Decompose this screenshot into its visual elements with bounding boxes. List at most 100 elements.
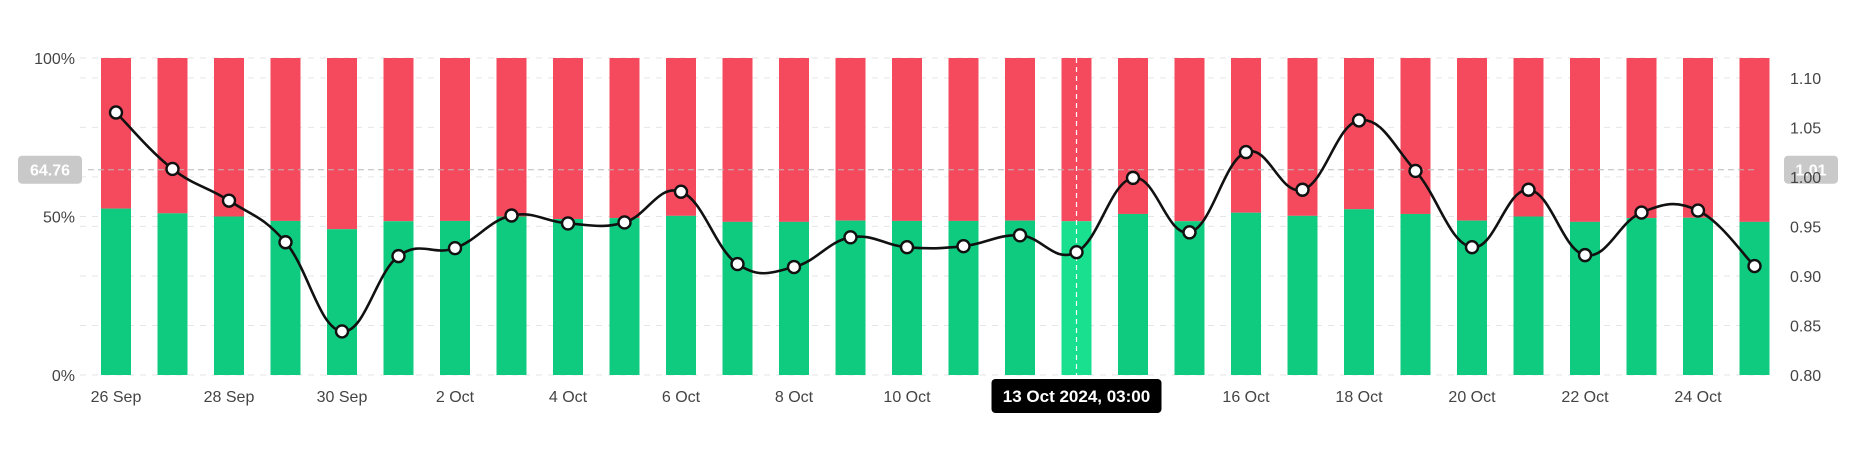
ratio-point[interactable] [221,193,237,208]
long-bar[interactable] [1005,220,1035,375]
ratio-point[interactable] [391,248,406,264]
x-axis-tick-label: 10 Oct [883,389,931,406]
left-crosshair-value: 64.76 [30,163,70,180]
ratio-point[interactable] [843,230,858,245]
long-bar[interactable] [157,213,188,375]
ratio-point[interactable] [1012,228,1028,243]
ratio-line-group [108,105,1762,339]
long-bar[interactable] [1287,215,1318,375]
ratio-point[interactable] [447,240,463,256]
ratio-point[interactable] [1577,247,1593,263]
short-bar[interactable] [609,58,640,219]
ratio-point[interactable] [1182,225,1197,240]
ratio-point[interactable] [673,184,689,199]
short-bar[interactable] [101,58,131,209]
long-bar[interactable] [835,220,866,375]
long-bar[interactable] [496,216,527,376]
short-bar[interactable] [1231,58,1261,213]
long-bar[interactable] [1739,221,1770,375]
long-bar[interactable] [1570,221,1600,375]
short-bar[interactable] [1344,58,1374,210]
short-bar[interactable] [496,58,527,217]
x-axis-tick-label: 22 Oct [1561,389,1609,406]
left-crosshair-badge [18,155,82,184]
short-bar[interactable] [1118,58,1148,214]
right-axis-tick-label: 1.05 [1790,120,1821,137]
short-bar[interactable] [722,58,753,222]
short-bar[interactable] [1174,58,1205,222]
long-bar[interactable] [1118,213,1148,375]
x-axis-tick-label: 20 Oct [1448,389,1496,406]
ratio-point[interactable] [108,105,124,120]
long-bar[interactable] [383,221,414,375]
long-bar[interactable] [609,218,640,375]
axes-group: 0% 50% 100% 0.80 0.85 0.90 0.95 1.00 1.05 1.10 26 … [34,51,1821,406]
ratio-point[interactable] [617,215,632,230]
short-bar[interactable] [1457,58,1487,221]
short-bar[interactable] [553,58,583,220]
ratio-point[interactable] [1069,244,1084,260]
long-bar[interactable] [666,215,696,375]
long-bar[interactable] [1344,209,1374,375]
short-bar[interactable] [1400,58,1431,214]
ratio-point[interactable] [786,259,802,275]
ratio-point[interactable] [165,161,180,177]
short-bar[interactable] [835,58,866,221]
short-bar[interactable] [383,58,414,222]
short-bar[interactable] [1570,58,1600,222]
ratio-point[interactable] [1351,113,1367,128]
long-bar[interactable] [1400,213,1431,375]
ratio-point[interactable] [1295,182,1310,197]
long-bar[interactable] [1626,218,1657,375]
ratio-point[interactable] [956,239,971,254]
short-bar[interactable] [440,58,470,221]
ratio-point[interactable] [1408,163,1423,179]
tooltip-group: 13 Oct 2024, 03:00 [991,379,1162,413]
short-bar[interactable] [1739,58,1770,222]
short-bar[interactable] [214,58,244,217]
right-axis-tick-label: 0.85 [1790,318,1821,335]
left-axis-tick-label: 0% [52,368,75,385]
ratio-point[interactable] [560,216,576,231]
left-axis-tick-label: 100% [34,51,75,68]
long-bar[interactable] [214,216,244,376]
ratio-point[interactable] [504,208,519,223]
x-axis-tick-label: 4 Oct [549,389,588,406]
short-bar[interactable] [1683,58,1713,218]
ratio-point[interactable] [1125,170,1141,186]
ratio-point[interactable] [278,235,293,250]
right-axis-tick-label: 0.80 [1790,368,1821,385]
ratio-point[interactable] [730,256,745,272]
right-crosshair-value: 1.01 [1795,163,1826,180]
long-bar[interactable] [722,221,753,375]
short-bar[interactable] [327,58,357,230]
ratio-point[interactable] [1521,182,1536,197]
right-crosshair-badge [1784,155,1838,184]
long-bar[interactable] [1231,212,1261,375]
long-bar[interactable] [553,219,583,375]
ratio-point[interactable] [1690,203,1706,218]
ratio-point[interactable] [1464,240,1480,255]
long-bar[interactable] [1683,217,1713,375]
short-bar[interactable] [948,58,979,221]
long-bar[interactable] [101,208,131,375]
grid-lines [80,57,1770,376]
ratio-point[interactable] [899,240,915,255]
short-bar[interactable] [892,58,922,221]
short-bar[interactable] [1626,58,1657,219]
crosshair-date-text: 13 Oct 2024, 03:00 [1003,387,1150,406]
ratio-point[interactable] [1747,258,1762,274]
ratio-point[interactable] [334,324,350,339]
long-bar[interactable] [779,221,809,375]
long-bar[interactable] [1174,221,1205,375]
short-bar[interactable] [1005,58,1035,221]
short-bar[interactable] [779,58,809,222]
short-bar[interactable] [157,58,188,214]
ratio-point[interactable] [1238,144,1254,160]
long-bar[interactable] [1513,216,1544,376]
x-axis-tick-label: 8 Oct [775,389,814,406]
short-bar[interactable] [270,58,301,221]
long-bar[interactable] [327,229,357,375]
ratio-point[interactable] [1634,205,1649,220]
